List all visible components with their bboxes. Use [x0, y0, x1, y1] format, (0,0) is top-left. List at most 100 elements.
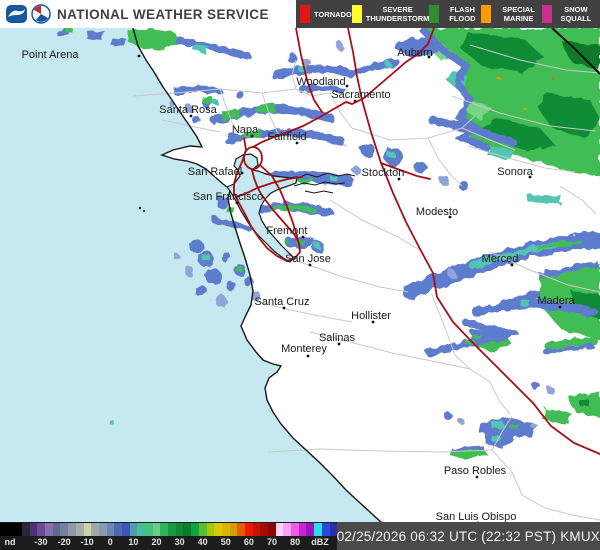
city-label-sacramento: Sacramento — [331, 89, 390, 101]
city-label-san-rafael: San Rafael — [188, 166, 242, 178]
timestamp-bar: 02/25/2026 06:32 UTC (22:32 PST) KMUX — [336, 522, 600, 550]
colorbar-segment — [29, 523, 38, 536]
city-dot — [558, 305, 562, 309]
city-dot — [345, 84, 349, 88]
colorbar-nd-segment — [0, 523, 22, 536]
city-label-stockton: Stockton — [362, 167, 405, 179]
scale-tick--30: -30 — [34, 537, 48, 547]
legend-swatch-icon — [541, 5, 552, 23]
footer: nd -30 -20 -10 0 10 20 30 40 50 60 70 80 dBZ 02/25/20… — [0, 522, 600, 550]
colorbar-segment — [68, 523, 76, 536]
colorbar — [0, 523, 338, 536]
legend-swatch-icon — [429, 5, 440, 23]
city-dot — [397, 177, 401, 181]
warning-legend: TORNADO SEVERE THUNDERSTORM FLASH FLOOD SPE… — [296, 0, 600, 28]
colorbar-segment — [106, 523, 115, 536]
colorbar-segment — [37, 523, 46, 536]
colorbar-segment — [98, 523, 107, 536]
header: NATIONAL WEATHER SERVICE TORNADO SEVERE T… — [0, 0, 600, 28]
colorbar-segment — [121, 523, 130, 536]
city-dot — [240, 171, 244, 175]
colorbar-segment — [329, 523, 338, 536]
city-label-monterey: Monterey — [281, 343, 327, 355]
city-label-auburn: Auburn — [397, 47, 432, 59]
city-label-napa: Napa — [232, 124, 259, 136]
colorbar-segment — [75, 523, 84, 536]
scale-tick-nd: nd — [4, 537, 16, 547]
scale-tick-40: 40 — [197, 537, 208, 547]
colorbar-segment — [152, 523, 161, 536]
colorbar-segment — [60, 523, 69, 536]
city-label-santa-rosa: Santa Rosa — [159, 104, 217, 116]
city-dot — [337, 342, 341, 346]
nws-logo-icon — [31, 4, 51, 24]
colorbar-segment — [22, 523, 30, 536]
radar-echoes — [56, 28, 600, 459]
legend-item-tornado: TORNADO — [300, 5, 352, 23]
colorbar-segment — [306, 523, 315, 536]
city-label-paso-robles: Paso Robles — [444, 465, 507, 477]
colorbar-segment — [314, 523, 322, 536]
legend-label: SPECIAL MARINE — [502, 5, 535, 23]
city-label-merced: Merced — [482, 253, 519, 265]
colorbar-segment — [291, 523, 299, 536]
colorbar-segment — [160, 523, 169, 536]
scale-tick--10: -10 — [80, 537, 94, 547]
city-dot — [510, 263, 514, 267]
city-dot — [189, 114, 193, 118]
reflectivity-scale: nd -30 -20 -10 0 10 20 30 40 50 60 70 80 dBZ — [0, 522, 338, 550]
legend-label: SNOW SQUALL — [560, 5, 592, 23]
legend-swatch-icon — [351, 5, 362, 23]
colorbar-segment — [198, 523, 207, 536]
city-label-woodland: Woodland — [296, 76, 345, 88]
city-dot — [137, 54, 141, 58]
highways — [233, 28, 600, 455]
legend-item-severe-thunderstorm: SEVERE THUNDERSTORM — [351, 5, 430, 23]
city-dot — [301, 235, 305, 239]
brand-bar: NATIONAL WEATHER SERVICE — [0, 0, 296, 28]
delta-channels — [293, 172, 356, 194]
noaa-logo-icon — [6, 4, 27, 24]
colorbar-segment — [283, 523, 292, 536]
colorbar-segment — [221, 523, 230, 536]
colorbar-segment — [229, 523, 238, 536]
colorbar-segment — [137, 523, 145, 536]
city-label-sonora: Sonora — [497, 166, 533, 178]
county-borders — [132, 44, 600, 521]
legend-label: SEVERE THUNDERSTORM — [365, 5, 430, 23]
colorbar-segment — [252, 523, 261, 536]
city-dot — [371, 320, 375, 324]
colorbar-segment — [83, 523, 92, 536]
colorbar-segment — [298, 523, 307, 536]
legend-label: TORNADO — [314, 9, 352, 19]
colorbar-segment — [206, 523, 215, 536]
colorbar-segment — [175, 523, 184, 536]
colorbar-segment — [191, 523, 199, 536]
city-dot — [282, 306, 286, 310]
city-dot — [448, 215, 452, 219]
legend-swatch-icon — [481, 5, 492, 23]
radar-map[interactable]: Point Arena Santa Rosa Woodland Sacramento A… — [0, 28, 600, 522]
scale-tick-50: 50 — [220, 537, 231, 547]
city-label-fremont: Fremont — [267, 225, 308, 237]
scale-tick-70: 70 — [266, 537, 278, 547]
farallon-island — [138, 206, 142, 210]
colorbar-segment — [321, 523, 330, 536]
colorbar-segment — [268, 523, 276, 536]
scale-tick-60: 60 — [243, 537, 254, 547]
city-label-madera: Madera — [537, 295, 575, 307]
legend-label: FLASH FLOOD — [449, 5, 476, 23]
city-label-salinas: Salinas — [319, 332, 356, 344]
colorbar-segment — [114, 523, 122, 536]
colorbar-segment — [275, 523, 284, 536]
city-dot — [235, 201, 239, 205]
colorbar-segment — [244, 523, 253, 536]
colorbar-segment — [260, 523, 268, 536]
legend-item-snow-squall: SNOW SQUALL — [541, 5, 596, 23]
colorbar-segment — [145, 523, 153, 536]
city-dot — [475, 475, 479, 479]
coastline — [132, 28, 382, 522]
app-title: NATIONAL WEATHER SERVICE — [57, 6, 269, 22]
